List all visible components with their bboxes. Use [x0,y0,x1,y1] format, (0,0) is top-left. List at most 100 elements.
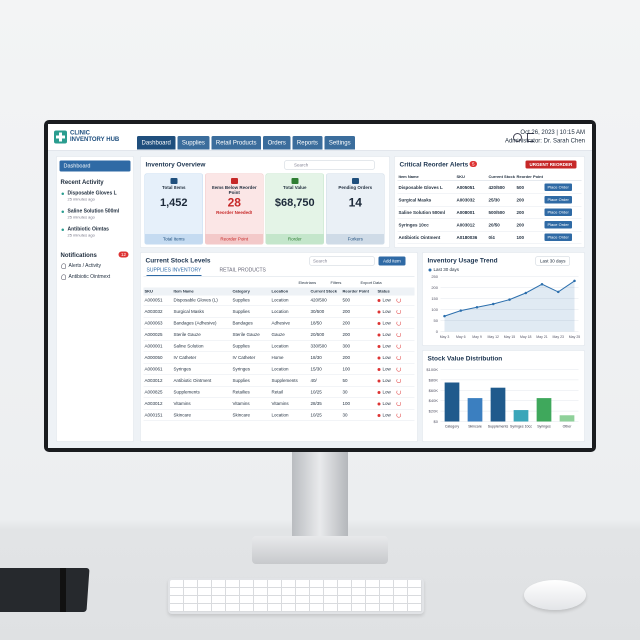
reorder-icon[interactable] [396,390,401,395]
alert-cell: Antibiotic Ointment [398,235,441,240]
activity-item: Antibiotic Oimtas [67,226,109,233]
logout-icon[interactable] [527,133,534,142]
chart: $0 $20K $40K $60K $80K $100K Category Skincare S… [426,367,579,429]
stock-panel: Current Stock Levels Search Add item SUPPLI… [140,252,418,442]
urgent-button[interactable]: URGENT REORDER [525,160,577,169]
tab-rule [143,276,415,277]
notebook-band [60,568,66,612]
bar [444,382,460,422]
nav-tab[interactable]: Dashboard [137,136,176,150]
stock-cell: Supplies [232,343,250,349]
stock-cell: Low [382,389,391,395]
column-header: Status [377,289,390,294]
datetime: Oct 26, 2023 | 10:15 AM [520,128,585,136]
table-tab[interactable]: RETAIL PRODUCTS [219,267,266,274]
column-header: Item Name [398,174,419,180]
search-box[interactable]: Search [309,256,375,266]
stock-cell: Low [382,366,391,372]
reorder-icon[interactable] [396,321,401,326]
card-footer: Forkers [326,234,384,244]
nav-tab[interactable]: Orders [263,136,291,150]
card-footer: Reorder Point [205,234,263,244]
row-rule [143,374,415,375]
stock-cell: Adhesive [271,320,291,326]
reorder-icon[interactable] [396,401,401,406]
y-tick-label: $20K [429,409,439,414]
place-order-button[interactable]: Place Order [544,221,572,229]
search-box[interactable]: Search [284,160,375,170]
notification-item[interactable]: Alerts / Activity [68,263,102,269]
reorder-icon[interactable] [396,355,401,360]
x-tick-label: Category [445,425,459,429]
stock-cell: A000825 [144,389,163,395]
alert-cell: A003012 [456,222,475,228]
alert-badge: 5 [469,161,478,167]
stock-cell: Antibiotic Ointment [173,378,212,383]
reorder-icon[interactable] [396,309,401,314]
card-icon [230,178,238,184]
alert-cell: A003032 [456,197,475,203]
reorder-icon[interactable] [396,344,401,349]
area [444,280,575,332]
status-dot [377,310,381,314]
row-rule [143,397,415,398]
stock-cell: Location [271,366,289,372]
place-order-button[interactable]: Place Order [544,208,572,216]
stock-cell: 50 [342,378,348,383]
stock-cell: Syringes [232,366,251,372]
stock-cell: Bandages (Adhesive) [173,320,217,326]
notification-item[interactable]: Antibiotic Ointmext [68,274,111,280]
sidebar-nav[interactable]: Dashboard [59,160,131,172]
stock-cell: Vitamins [271,401,289,406]
stock-cell: Low [382,401,391,406]
stock-cell: Location [271,412,289,418]
reorder-icon[interactable] [396,367,401,372]
nav-tab[interactable]: Supplies [177,136,210,150]
column-header: Reorder Point [516,174,543,180]
row-rule [143,386,415,387]
place-order-button[interactable]: Place Order [544,196,572,204]
stock-cell: Sterile Gauze [232,332,260,337]
stock-cell: 200 [342,332,351,337]
x-tick-label: Other [563,425,573,429]
bar [559,415,575,422]
stand-base [252,536,388,564]
nav-tab[interactable]: Retail Products [211,136,262,150]
reorder-icon[interactable] [396,378,401,383]
column-header: Current Stock [310,289,337,294]
card-icon [170,178,178,184]
reorder-icon[interactable] [396,413,401,418]
stock-cell: A000061 [144,366,163,372]
help-icon[interactable] [513,133,522,142]
nav-tab[interactable]: Settings [324,136,356,150]
screen: CLINIC INVENTORY HUB Dashboard Supplies Reta… [48,124,592,448]
place-order-button[interactable]: Place Order [544,233,572,241]
status-dot [377,379,381,383]
row-rule [143,328,415,329]
row-rule [143,340,415,341]
legend-label: Last 30 days [433,267,460,272]
stock-cell: 18/50 [310,320,322,326]
stock-cell: Home [271,355,284,360]
alert-cell: Syringes 10cc [398,222,429,228]
reorder-icon[interactable] [396,332,401,337]
stock-cell: Vitamins [232,401,250,406]
x-tick-label: May 21 [536,335,548,339]
stock-cell: 30/500 [310,309,325,314]
reorder-icon[interactable] [396,298,401,303]
point [475,306,479,309]
x-tick-label: May 3 [440,335,450,339]
status-dot [377,299,381,302]
toolbar-item[interactable]: Export Data [360,280,382,286]
alert-cell: Surgical Masks [398,197,432,203]
table-tab[interactable]: SUPPLIES INVENTORY [146,268,202,276]
bar [467,398,483,422]
add-button[interactable]: Add item [378,256,406,266]
stock-cell: 10/25 [310,389,322,395]
place-order-button[interactable]: Place Order [544,183,572,191]
y-tick-label: $80K [429,377,439,382]
nav-tab[interactable]: Reports [292,136,323,150]
range-dropdown[interactable]: Last 30 days [535,256,571,266]
alert-cell: 420/500 [488,185,505,190]
toolbar-item[interactable]: Filters [330,280,342,286]
